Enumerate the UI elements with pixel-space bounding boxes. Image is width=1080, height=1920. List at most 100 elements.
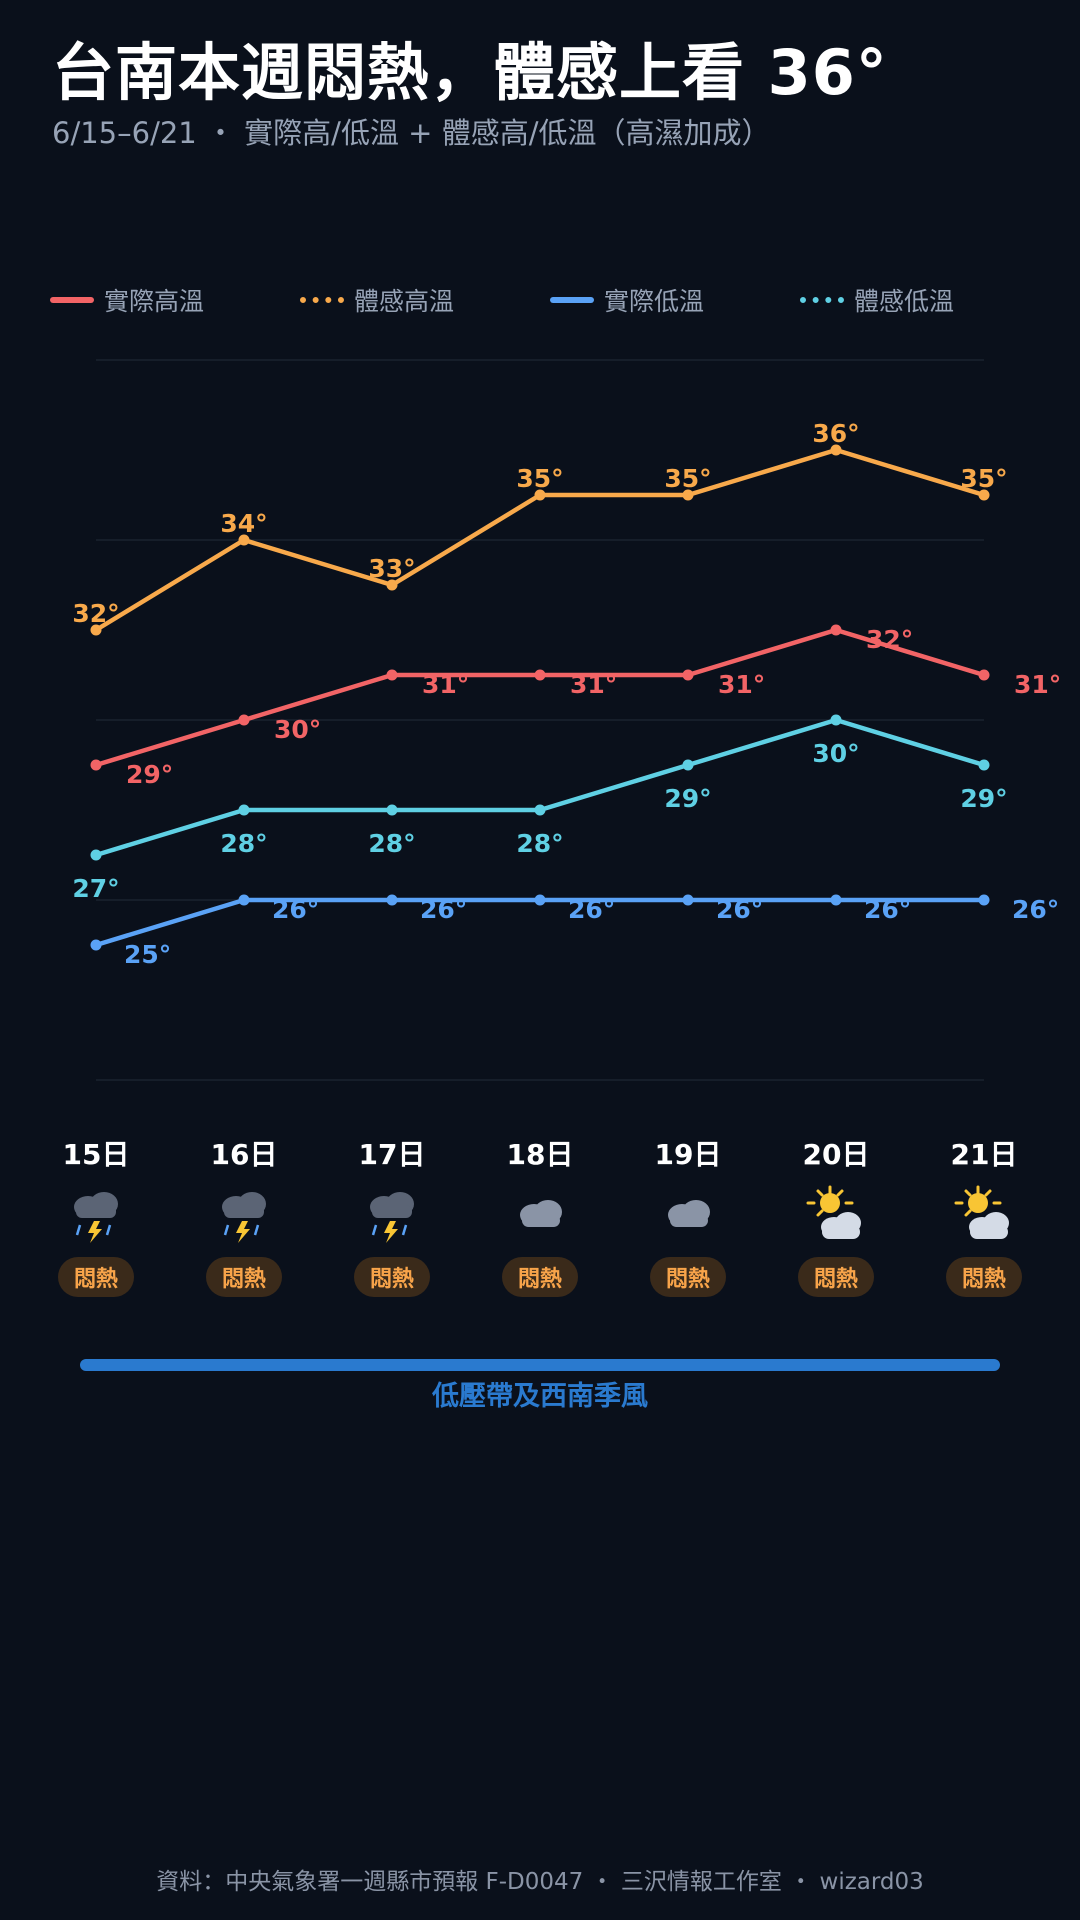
cloudy-icon (628, 1175, 748, 1255)
thunderstorm-icon (184, 1175, 304, 1255)
data-point-actual-low (386, 894, 398, 906)
data-label-feels-low: 27° (72, 874, 119, 903)
day-column: 20日 悶熱 (776, 1135, 896, 1297)
day-column: 21日 悶熱 (924, 1135, 1044, 1297)
data-point-actual-low (830, 894, 842, 906)
data-point-feels-high (830, 444, 842, 456)
data-label-feels-high: 36° (812, 419, 859, 448)
data-point-actual-low (534, 894, 546, 906)
data-label-actual-high: 31° (718, 670, 765, 699)
data-label-actual-high: 31° (570, 670, 617, 699)
legend-swatch (800, 297, 844, 303)
data-label-actual-low: 26° (864, 895, 911, 924)
legend-item-actual-high: 實際高溫 (50, 280, 204, 320)
data-label-feels-low: 29° (664, 784, 711, 813)
data-point-actual-high (978, 669, 990, 681)
legend-swatch (550, 297, 594, 303)
source-credit: 資料：中央氣象署一週縣市預報 F-D0047 ・ 三沢情報工作室 ・ wizar… (156, 1869, 924, 1895)
legend-swatch (300, 297, 344, 303)
day-column: 15日 悶熱 (36, 1135, 156, 1297)
data-label-actual-low: 25° (124, 940, 171, 969)
data-label-feels-high: 32° (72, 599, 119, 628)
day-column: 16日 悶熱 (184, 1135, 304, 1297)
day-label: 16日 (210, 1138, 278, 1171)
data-point-actual-high (534, 669, 546, 681)
legend-swatch (50, 297, 94, 303)
data-label-actual-high: 29° (126, 760, 173, 789)
data-label-actual-low: 26° (420, 895, 467, 924)
data-point-feels-high (386, 579, 398, 591)
data-point-feels-low (534, 804, 546, 816)
data-label-feels-high: 35° (516, 464, 563, 493)
series-line-actual-low (95, 897, 984, 948)
legend-item-feels-low: 體感低溫 (800, 280, 954, 320)
data-label-actual-low: 26° (716, 895, 763, 924)
data-label-feels-high: 35° (664, 464, 711, 493)
thunderstorm-icon (36, 1175, 156, 1255)
data-point-feels-low (830, 714, 842, 726)
data-point-feels-low (386, 804, 398, 816)
data-label-actual-low: 26° (272, 895, 319, 924)
data-point-feels-low (682, 759, 694, 771)
data-point-actual-low (90, 939, 102, 951)
weather-pattern-label: 低壓帶及西南季風 (432, 1381, 648, 1412)
data-point-actual-high (238, 714, 250, 726)
day-label: 21日 (950, 1138, 1018, 1171)
legend-item-actual-low: 實際低溫 (550, 280, 704, 320)
data-label-feels-low: 28° (368, 829, 415, 858)
muggy-badge: 悶熱 (945, 1257, 1022, 1297)
data-point-actual-high (682, 669, 694, 681)
day-label: 15日 (62, 1138, 130, 1171)
chart-legend: 實際高溫 體感高溫 實際低溫 體感低溫 (50, 280, 1050, 320)
muggy-badge: 悶熱 (57, 1257, 134, 1297)
data-label-feels-high: 33° (368, 554, 415, 583)
data-label-actual-low: 26° (1012, 895, 1059, 924)
data-label-feels-low: 30° (812, 739, 859, 768)
day-label: 18日 (506, 1138, 574, 1171)
data-point-feels-high (534, 489, 546, 501)
day-label: 17日 (358, 1138, 426, 1171)
page-subtitle: 6/15–6/21 ・ 實際高/低溫 + 體感高/低溫（高濕加成） (52, 116, 771, 150)
data-label-feels-low: 29° (960, 784, 1007, 813)
data-label-feels-high: 34° (220, 509, 267, 538)
data-point-feels-high (682, 489, 694, 501)
data-label-feels-low: 28° (220, 829, 267, 858)
data-point-feels-low (238, 804, 250, 816)
muggy-badge: 悶熱 (797, 1257, 874, 1297)
day-label: 20日 (802, 1138, 870, 1171)
data-point-actual-low (238, 894, 250, 906)
data-label-actual-high: 31° (1014, 670, 1061, 699)
muggy-badge: 悶熱 (649, 1257, 726, 1297)
data-label-actual-high: 31° (422, 670, 469, 699)
data-point-actual-high (386, 669, 398, 681)
temperature-line-chart: 29° 30° 31° 31° 31° 32° 31° 32° 34° 33° 35° 35° 36° 3… (72, 359, 1061, 1081)
legend-label: 體感高溫 (354, 287, 455, 316)
day-column: 17日 悶熱 (332, 1135, 452, 1297)
day-column: 18日 悶熱 (480, 1135, 600, 1297)
thunderstorm-icon (332, 1175, 452, 1255)
data-point-actual-high (90, 759, 102, 771)
day-label: 19日 (654, 1138, 722, 1171)
muggy-badge: 悶熱 (353, 1257, 430, 1297)
legend-label: 體感低溫 (854, 287, 955, 316)
data-point-feels-low (978, 759, 990, 771)
data-point-actual-high (830, 624, 842, 636)
legend-item-feels-high: 體感高溫 (300, 280, 454, 320)
data-label-feels-high: 35° (960, 464, 1007, 493)
data-label-actual-low: 26° (568, 895, 615, 924)
partly-sunny-icon (776, 1175, 896, 1255)
data-point-actual-low (978, 894, 990, 906)
muggy-badge: 悶熱 (205, 1257, 282, 1297)
data-label-feels-low: 28° (516, 829, 563, 858)
page-title: 台南本週悶熱，體感上看 36° (52, 36, 888, 109)
legend-label: 實際低溫 (604, 287, 705, 316)
legend-label: 實際高溫 (104, 287, 205, 316)
day-column: 19日 悶熱 (628, 1135, 748, 1297)
data-point-feels-high (90, 624, 102, 636)
weather-pattern-band (80, 1359, 1000, 1371)
data-label-actual-high: 32° (866, 625, 913, 654)
partly-sunny-icon (924, 1175, 1044, 1255)
cloudy-icon (480, 1175, 600, 1255)
data-point-feels-low (90, 849, 102, 861)
data-point-actual-low (682, 894, 694, 906)
